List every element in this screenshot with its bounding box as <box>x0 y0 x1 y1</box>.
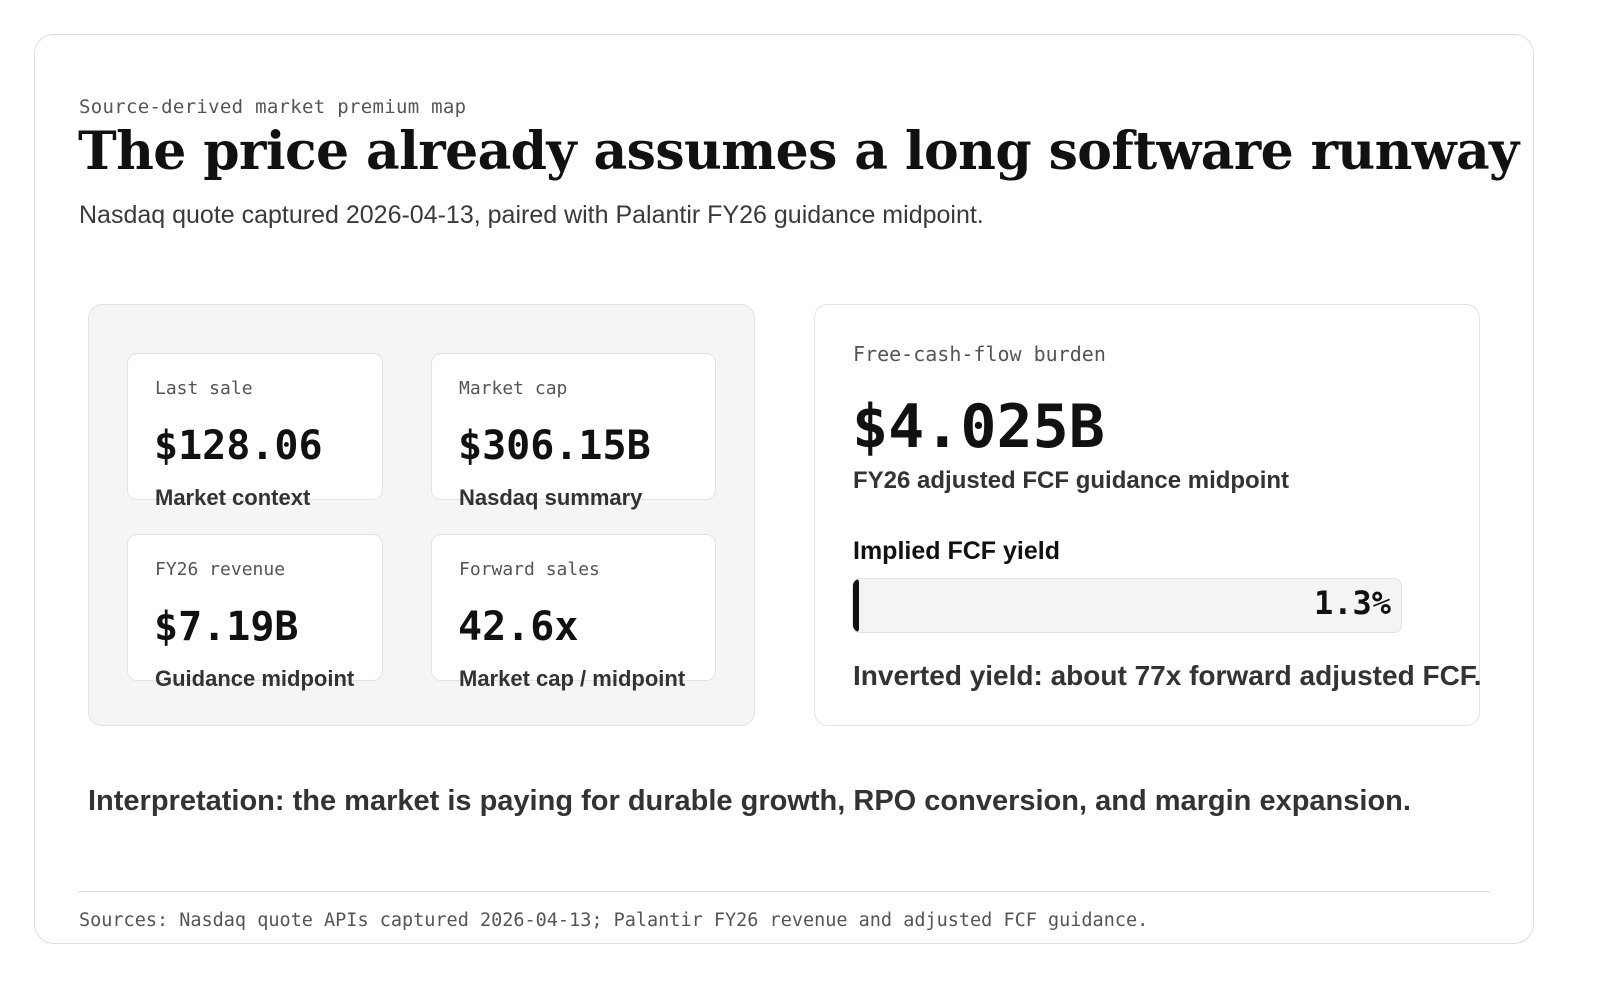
metric-note: Guidance midpoint <box>155 666 355 691</box>
fcf-note: FY26 adjusted FCF guidance midpoint <box>853 467 1290 494</box>
yield-value: 1.3% <box>1313 584 1391 622</box>
metric-value: 42.6x <box>458 604 579 650</box>
metric-label: FY26 revenue <box>155 559 286 580</box>
footer-divider <box>78 891 1490 892</box>
kicker-label: Source-derived market premium map <box>79 96 467 118</box>
page-title: The price already assumes a long softwar… <box>78 121 1519 182</box>
interpretation-text: Interpretation: the market is paying for… <box>88 785 1411 817</box>
metric-value: $128.06 <box>154 423 323 469</box>
metric-card-fy26-revenue <box>127 534 383 681</box>
fcf-label: Free-cash-flow burden <box>853 342 1106 366</box>
metric-label: Forward sales <box>459 559 600 580</box>
metric-note: Market cap / midpoint <box>459 666 686 691</box>
metric-value: $7.19B <box>154 604 299 650</box>
metric-card-market-cap <box>431 353 716 500</box>
metric-note: Market context <box>155 485 311 510</box>
metric-card-forward-sales <box>431 534 716 681</box>
yield-label: Implied FCF yield <box>853 537 1060 565</box>
yield-bar: 1.3% <box>852 578 1402 633</box>
metric-label: Market cap <box>459 378 568 399</box>
fcf-panel <box>814 304 1480 726</box>
metric-value: $306.15B <box>458 423 651 469</box>
metric-label: Last sale <box>155 378 253 399</box>
sources-note: Sources: Nasdaq quote APIs captured 2026… <box>79 910 1149 931</box>
yield-inverted-note: Inverted yield: about 77x forward adjust… <box>853 660 1482 691</box>
metric-card-last-sale <box>127 353 383 500</box>
yield-bar-fill <box>853 579 859 632</box>
fcf-value: $4.025B <box>852 392 1105 462</box>
metric-note: Nasdaq summary <box>459 485 643 510</box>
page-subtitle: Nasdaq quote captured 2026-04-13, paired… <box>79 201 984 229</box>
